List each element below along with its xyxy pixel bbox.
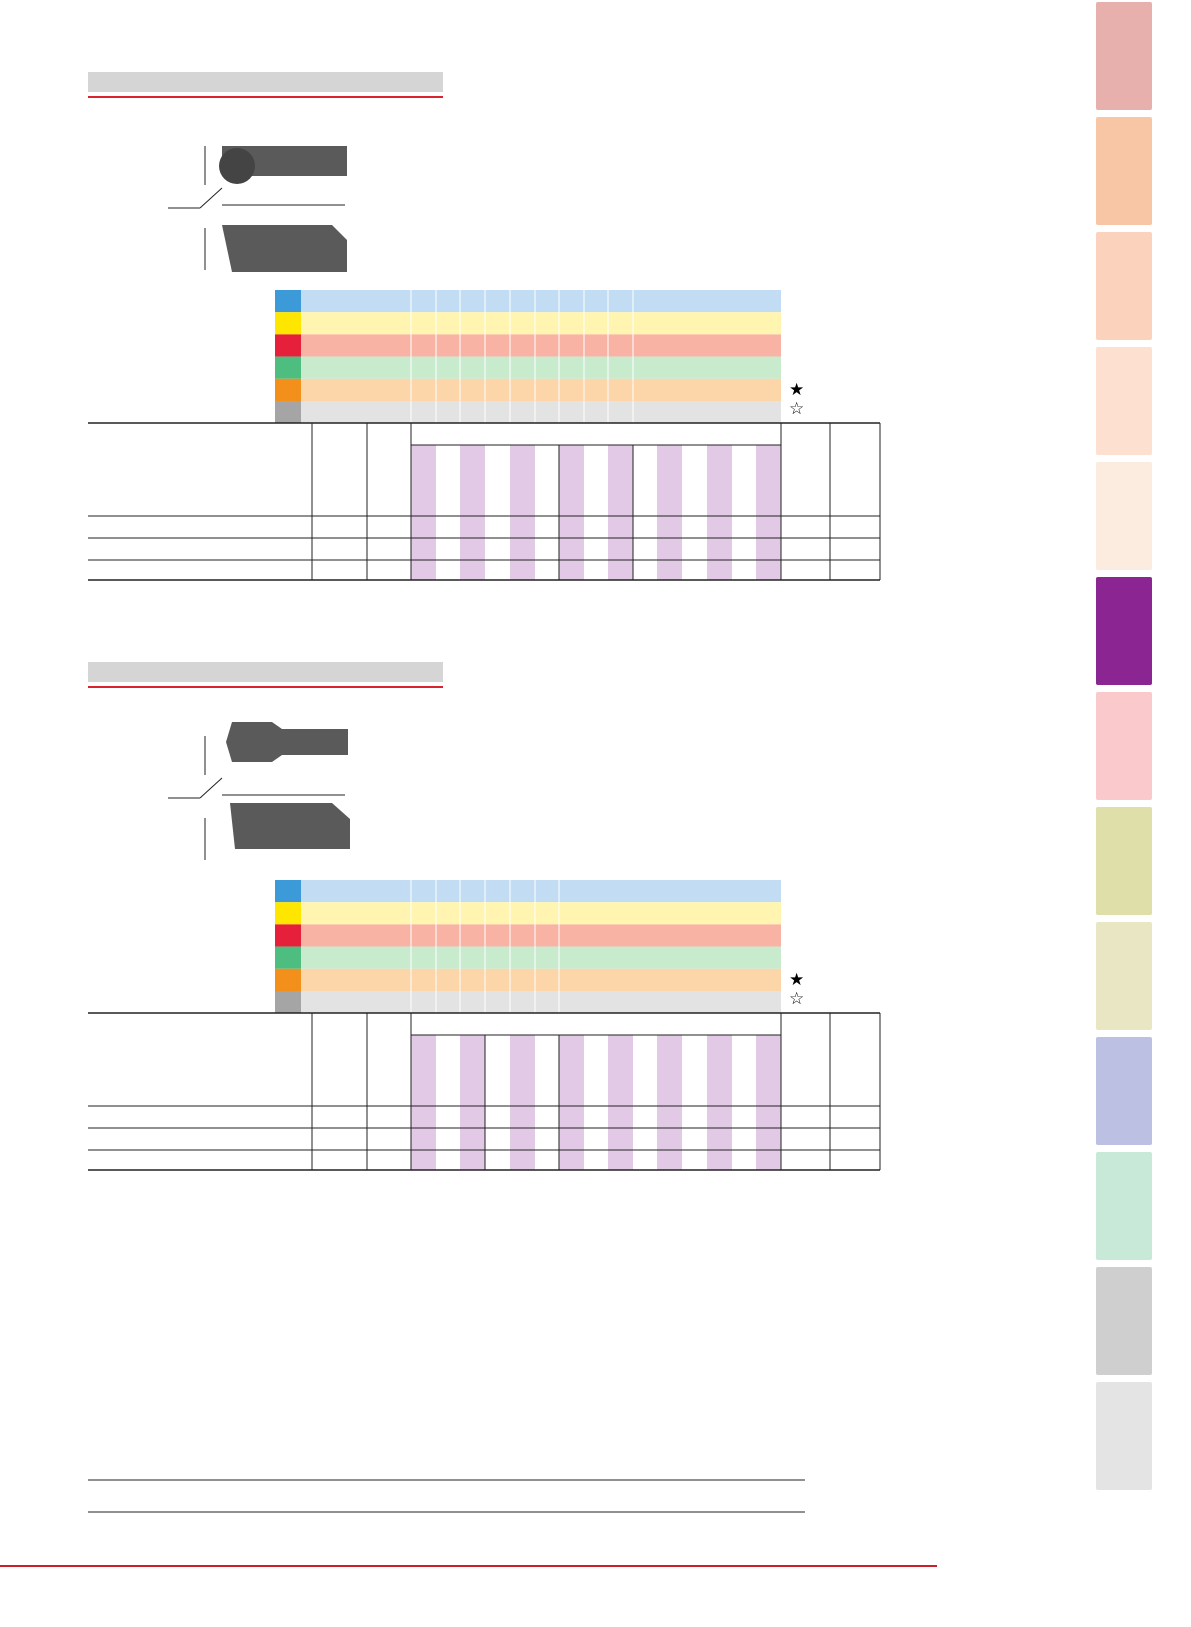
grade-key [275,378,301,401]
grade-band [301,880,781,903]
side-tab [1096,1152,1152,1260]
side-tab [1096,577,1152,685]
rule [199,777,223,799]
tool-head [219,148,255,184]
tool-side [230,803,350,849]
side-tab [1096,1382,1152,1490]
side-tab [1096,1037,1152,1145]
shade-col [608,1035,633,1170]
side-tab [1096,117,1152,225]
grade-key [275,902,301,925]
shade-col [608,445,633,580]
legend-star: ☆ [789,989,804,1009]
shade-col [707,445,732,580]
side-tab [1096,1267,1152,1375]
shade-col [460,445,485,580]
side-tab [1096,232,1152,340]
section-header [88,662,443,682]
grade-band [301,334,781,357]
grade-key [275,401,301,424]
shade-col [657,445,682,580]
rule [199,187,223,209]
grade-band [301,946,781,969]
side-tab [1096,462,1152,570]
shade-col [411,445,436,580]
legend-star: ★ [789,380,804,400]
shade-col [510,1035,535,1170]
side-tab [1096,807,1152,915]
section-header [88,72,443,92]
shade-col [411,1035,436,1170]
side-tab [1096,2,1152,110]
grade-band [301,312,781,335]
grade-key [275,924,301,947]
grade-band [301,401,781,424]
side-tab [1096,347,1152,455]
grade-key [275,946,301,969]
tool-top [226,722,348,762]
grade-key [275,312,301,335]
grade-key [275,968,301,991]
grade-band [301,290,781,313]
shade-col [460,1035,485,1170]
grade-band [301,924,781,947]
grade-band [301,991,781,1014]
grade-key [275,356,301,379]
shade-col [559,1035,584,1170]
grade-band [301,902,781,925]
grade-key [275,334,301,357]
grade-band [301,356,781,379]
shade-col [559,445,584,580]
grade-band [301,968,781,991]
tool-side [222,225,347,272]
shade-col [510,445,535,580]
side-tab [1096,692,1152,800]
side-tab [1096,922,1152,1030]
shade-col [756,1035,781,1170]
legend-star: ★ [789,970,804,990]
grade-band [301,378,781,401]
grade-key [275,880,301,903]
shade-col [756,445,781,580]
legend-star: ☆ [789,399,804,419]
grade-key [275,991,301,1014]
shade-col [657,1035,682,1170]
shade-col [707,1035,732,1170]
grade-key [275,290,301,313]
